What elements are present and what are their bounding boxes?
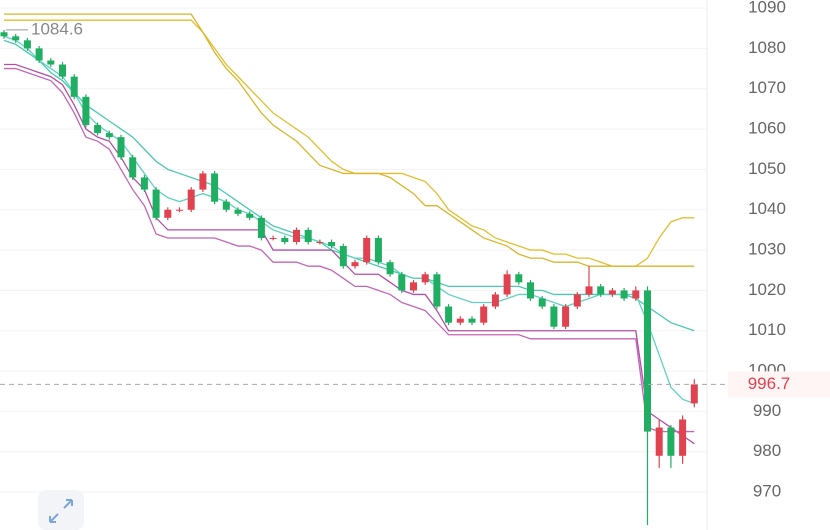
candle-body [94, 125, 102, 134]
y-tick-label: 1080 [748, 38, 786, 57]
candle-body [12, 36, 20, 41]
candle-body [176, 209, 183, 211]
candle-body [620, 290, 628, 299]
candle-body [304, 229, 312, 243]
candle-body [527, 282, 534, 299]
candle-body [70, 76, 78, 97]
candle-body [655, 427, 663, 456]
candle-body [608, 290, 616, 295]
y-tick-label: 1050 [748, 159, 786, 178]
candle-body [573, 294, 581, 307]
expand-button-bg[interactable] [38, 490, 84, 530]
indicator-line [4, 13, 695, 267]
candle-body [246, 213, 254, 218]
candle-body [152, 189, 160, 218]
indicator-line [4, 19, 695, 267]
candle-body [234, 209, 242, 214]
candle-body [257, 217, 265, 238]
y-tick-label: 1070 [748, 78, 786, 97]
candle-body [293, 229, 300, 243]
candle-body [23, 40, 31, 49]
candle-body [199, 173, 207, 190]
expand-button[interactable] [38, 490, 84, 530]
candle-body [456, 318, 464, 323]
candle-body [59, 64, 66, 77]
y-tick-label: 1010 [748, 320, 786, 339]
candle-body [538, 298, 546, 307]
candle-body [316, 242, 324, 244]
candle-body [187, 189, 195, 210]
candle-body [503, 274, 511, 295]
candle-body [140, 177, 148, 190]
last-price-tag [728, 371, 830, 398]
candle-body [222, 201, 230, 210]
candle-body [679, 419, 687, 456]
candle-body [47, 60, 55, 65]
candle-body [445, 306, 453, 323]
indicator-line [4, 67, 695, 433]
last-price-label: 996.7 [748, 374, 791, 393]
y-tick-label: 1090 [748, 0, 786, 17]
y-tick-label: 990 [753, 401, 781, 420]
y-tick-label: 1020 [748, 280, 786, 299]
candle-body [398, 274, 406, 291]
candle-body [433, 274, 441, 307]
y-tick-label: 1060 [748, 119, 786, 138]
candle-body [690, 384, 698, 404]
candle-body [386, 262, 394, 275]
candle-body [480, 306, 488, 323]
candle-body [468, 318, 476, 323]
candle-body [105, 133, 113, 138]
high-marker-label: 1084.6 [31, 19, 83, 38]
candle-body [164, 209, 172, 218]
y-tick-label: 1030 [748, 240, 786, 259]
candle-body [515, 274, 523, 283]
expand-icon[interactable] [49, 499, 73, 523]
candle-body [562, 306, 570, 327]
candle-body [644, 290, 651, 432]
candle-body [667, 427, 675, 456]
candle-body [351, 262, 359, 267]
candle-body [129, 157, 137, 178]
candle-body [339, 246, 347, 267]
candle-body [550, 306, 558, 327]
candle-body [363, 237, 371, 263]
candle-body [410, 282, 417, 291]
candle-body [35, 48, 43, 61]
candle-body [269, 237, 277, 239]
candle-body [374, 237, 382, 263]
candle-body [211, 173, 219, 202]
candle-body [328, 242, 336, 247]
candle-body [82, 96, 90, 126]
candle-body [117, 137, 125, 158]
candle-body [585, 286, 593, 295]
candle-body [597, 286, 605, 295]
candle-body [281, 237, 289, 243]
candle-body [421, 274, 429, 283]
y-tick-label: 1040 [748, 199, 786, 218]
y-tick-label: 970 [753, 482, 781, 501]
y-tick-label: 980 [753, 441, 781, 460]
candle-body [0, 32, 8, 37]
candle-body [491, 294, 499, 307]
candle-body [632, 290, 640, 299]
